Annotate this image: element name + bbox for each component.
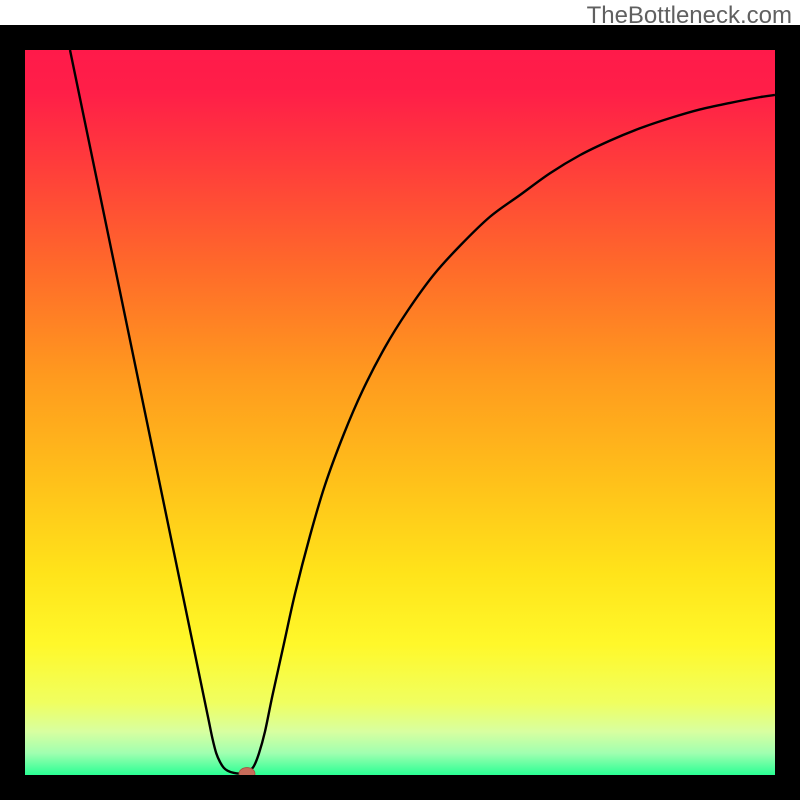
plot-background xyxy=(25,50,775,775)
bottleneck-plot xyxy=(25,50,775,775)
chart-stage: TheBottleneck.com xyxy=(0,0,800,800)
